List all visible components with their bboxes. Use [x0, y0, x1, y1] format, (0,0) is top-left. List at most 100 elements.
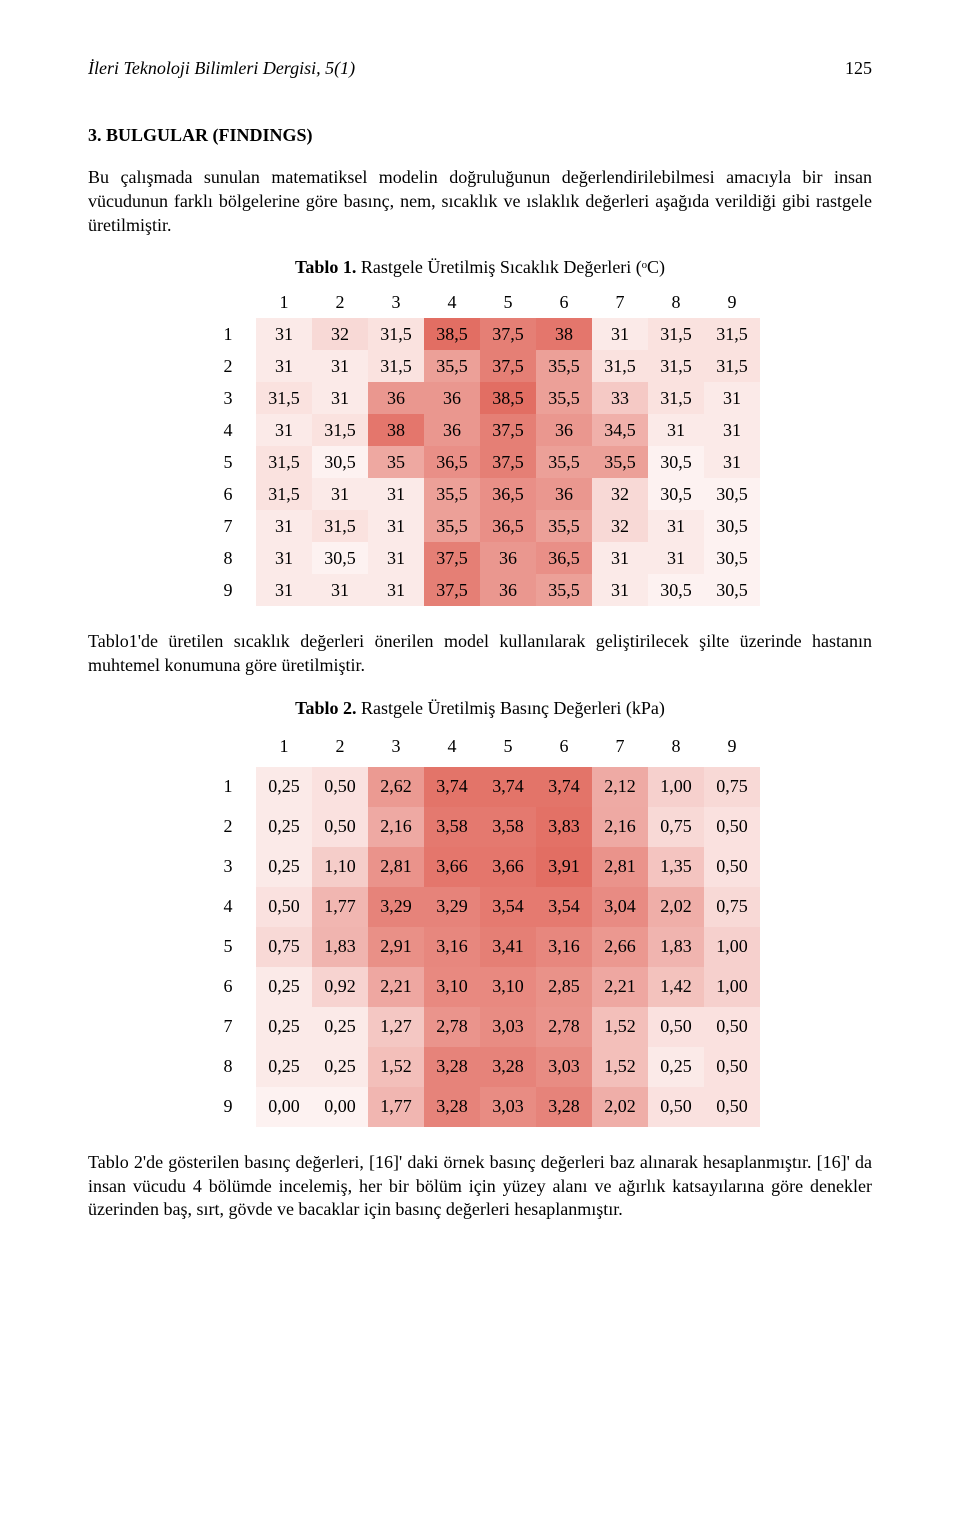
- table-cell: 1,52: [592, 1047, 648, 1087]
- table-cell: 0,92: [312, 967, 368, 1007]
- table-cell: 0,50: [704, 847, 760, 887]
- col-header: 5: [480, 286, 536, 318]
- table-cell: 0,50: [648, 1087, 704, 1127]
- table-cell: 0,75: [648, 807, 704, 847]
- table-cell: 31: [368, 478, 424, 510]
- table-cell: 31: [648, 414, 704, 446]
- table-cell: 0,50: [256, 887, 312, 927]
- table-cell: 1,77: [312, 887, 368, 927]
- table-cell: 30,5: [648, 574, 704, 606]
- table-cell: 3,10: [424, 967, 480, 1007]
- table-cell: 3,54: [480, 887, 536, 927]
- table-cell: 31: [312, 478, 368, 510]
- table-cell: 36,5: [424, 446, 480, 478]
- row-header: 9: [200, 574, 256, 606]
- table-cell: 31,5: [704, 350, 760, 382]
- col-header: 6: [536, 286, 592, 318]
- table-cell: 32: [592, 478, 648, 510]
- table-cell: 36: [536, 478, 592, 510]
- table1-caption-lead: Tablo 1.: [295, 257, 356, 277]
- table-cell: 35,5: [536, 510, 592, 542]
- table-cell: 31,5: [648, 382, 704, 414]
- table2-caption-lead: Tablo 2.: [295, 698, 356, 718]
- col-header: 4: [424, 286, 480, 318]
- row-header: 3: [200, 382, 256, 414]
- table-cell: 38: [536, 318, 592, 350]
- table-cell: 2,81: [368, 847, 424, 887]
- table-cell: 31: [592, 574, 648, 606]
- col-header: 2: [312, 286, 368, 318]
- table-cell: 30,5: [648, 478, 704, 510]
- row-header: 1: [200, 318, 256, 350]
- table-cell: 31: [256, 350, 312, 382]
- table-cell: 35,5: [424, 478, 480, 510]
- table-cell: 36,5: [480, 510, 536, 542]
- table1: 1234567891313231,538,537,5383131,531,523…: [200, 286, 760, 606]
- table-cell: 0,25: [256, 1007, 312, 1047]
- table-cell: 31: [368, 510, 424, 542]
- row-header: 4: [200, 414, 256, 446]
- table-cell: 31,5: [648, 318, 704, 350]
- table-cell: 2,66: [592, 927, 648, 967]
- table-cell: 32: [312, 318, 368, 350]
- table-cell: 3,28: [424, 1087, 480, 1127]
- row-header: 3: [200, 847, 256, 887]
- table-cell: 3,74: [536, 767, 592, 807]
- table-cell: 3,03: [480, 1007, 536, 1047]
- table-cell: 31,5: [312, 510, 368, 542]
- table-cell: 3,66: [480, 847, 536, 887]
- col-header: 7: [592, 727, 648, 767]
- table-cell: 1,83: [312, 927, 368, 967]
- table-cell: 35,5: [424, 350, 480, 382]
- table-cell: 35,5: [592, 446, 648, 478]
- table-cell: 2,78: [424, 1007, 480, 1047]
- table-cell: 0,25: [312, 1047, 368, 1087]
- table-cell: 31: [592, 318, 648, 350]
- table-cell: 0,25: [256, 767, 312, 807]
- table2-caption-rest: Rastgele Üretilmiş Basınç Değerleri (kPa…: [356, 698, 664, 718]
- table-cell: 3,28: [536, 1087, 592, 1127]
- table-cell: 0,50: [704, 1087, 760, 1127]
- table-cell: 31,5: [256, 446, 312, 478]
- table-cell: 2,81: [592, 847, 648, 887]
- col-header: 7: [592, 286, 648, 318]
- table-cell: 0,50: [704, 1007, 760, 1047]
- table-cell: 3,74: [480, 767, 536, 807]
- table-cell: 35: [368, 446, 424, 478]
- table-cell: 2,91: [368, 927, 424, 967]
- table-cell: 2,21: [368, 967, 424, 1007]
- row-header: 1: [200, 767, 256, 807]
- table-cell: 1,52: [592, 1007, 648, 1047]
- table-cell: 31: [368, 574, 424, 606]
- table-cell: 1,77: [368, 1087, 424, 1127]
- table-cell: 31: [256, 510, 312, 542]
- table-cell: 31: [648, 542, 704, 574]
- col-header: 4: [424, 727, 480, 767]
- table-cell: 3,28: [424, 1047, 480, 1087]
- table-cell: 31: [256, 542, 312, 574]
- table-cell: 37,5: [480, 446, 536, 478]
- row-header: 2: [200, 807, 256, 847]
- table-cell: 35,5: [424, 510, 480, 542]
- section-title: 3. BULGULAR (FINDINGS): [88, 125, 872, 146]
- table-cell: 37,5: [424, 542, 480, 574]
- table-cell: 31,5: [256, 478, 312, 510]
- table-cell: 35,5: [536, 350, 592, 382]
- table-cell: 30,5: [704, 542, 760, 574]
- table-cell: 32: [592, 510, 648, 542]
- table-cell: 34,5: [592, 414, 648, 446]
- table-cell: 36: [480, 542, 536, 574]
- row-header: 7: [200, 1007, 256, 1047]
- journal-name: İleri Teknoloji Bilimleri Dergisi, 5(1): [88, 58, 355, 79]
- col-header: 3: [368, 727, 424, 767]
- col-header: 2: [312, 727, 368, 767]
- table-cell: 31: [704, 414, 760, 446]
- table-cell: 30,5: [312, 542, 368, 574]
- table-cell: 0,75: [256, 927, 312, 967]
- table-cell: 31: [704, 382, 760, 414]
- row-header: 5: [200, 927, 256, 967]
- table-cell: 31: [648, 510, 704, 542]
- table-cell: 0,50: [312, 767, 368, 807]
- table-cell: 0,50: [704, 807, 760, 847]
- table-cell: 31,5: [592, 350, 648, 382]
